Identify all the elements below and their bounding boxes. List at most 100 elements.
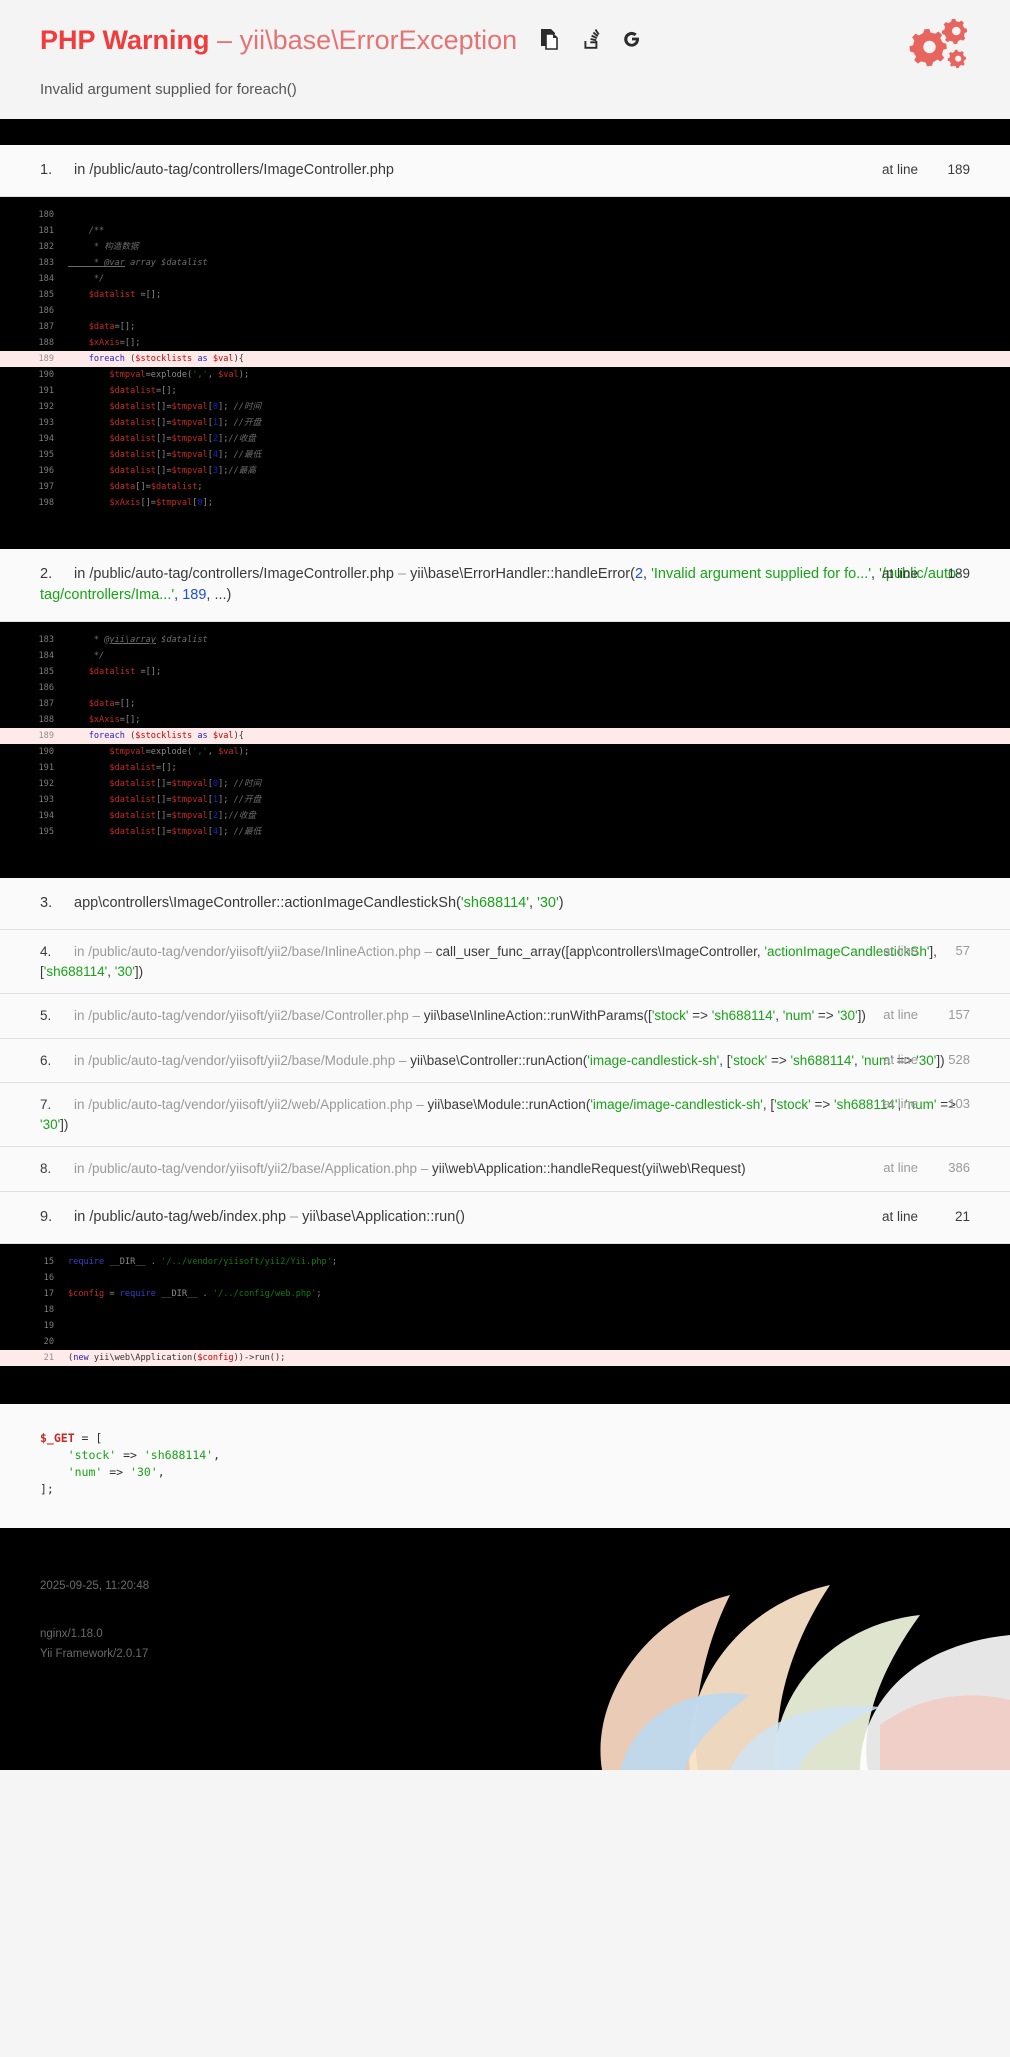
stack-frame-file[interactable]: /public/auto-tag/vendor/yiisoft/yii2/bas…: [88, 1008, 409, 1024]
code-token: $xAxis: [68, 498, 141, 509]
stack-frame-index: 7.: [40, 1097, 52, 1113]
code-line: 181 /**: [0, 223, 1010, 239]
stack-frame-arg: , [: [719, 1052, 731, 1068]
code-token: $datalist: [150, 482, 198, 493]
stack-frame[interactable]: 6. in /public/auto-tag/vendor/yiisoft/yii…: [0, 1038, 1010, 1084]
stack-frame[interactable]: 3. app\controllers\ImageController::actio…: [0, 878, 1010, 931]
code-line: 184 */: [0, 271, 1010, 287]
code-token: $tmpval: [171, 466, 208, 477]
code-token: $tmpval: [171, 795, 208, 806]
code-token: $datalist: [68, 450, 156, 461]
code-token: ){: [233, 354, 244, 365]
code-token: 1: [212, 795, 219, 806]
stack-frame-arg: =>: [767, 1052, 791, 1068]
stack-frame-arg: 'image/image-candlestick-sh': [590, 1097, 763, 1113]
request-token: ,: [213, 1448, 221, 1463]
stack-frame-body: in /public/auto-tag/controllers/ImageCon…: [74, 162, 394, 178]
code-line: 190 $tmpval=explode(',', $val);: [0, 367, 1010, 383]
code-line: 198 $xAxis[]=$tmpval[0];: [0, 495, 1010, 511]
stack-frame-index: 8.: [40, 1161, 52, 1177]
code-token: ];: [218, 450, 234, 461]
code-line-source: [68, 680, 1010, 696]
stack-frame-file[interactable]: /public/auto-tag/vendor/yiisoft/yii2/bas…: [88, 1052, 396, 1068]
code-token: ];: [218, 466, 229, 477]
stack-frame-arg: ]): [134, 963, 144, 979]
stack-frame-separator: –: [395, 1052, 411, 1068]
error-message: Invalid argument supplied for foreach(): [40, 80, 297, 98]
code-token: ];: [218, 827, 234, 838]
code-line-highlighted: 21 (new yii\web\Application($config))->ru…: [0, 1350, 1010, 1367]
at-line-label: at line: [881, 1209, 918, 1224]
code-token: [: [207, 779, 213, 790]
request-line: 'num' => '30',: [40, 1464, 970, 1481]
stack-frame-call: yii\base\InlineAction::runWithParams([: [423, 1008, 652, 1024]
code-line-highlighted: 189 foreach ($stocklists as $val){: [0, 728, 1010, 745]
code-line-source: require __DIR__ . '/../vendor/yiisoft/yi…: [68, 1254, 1010, 1270]
code-token: []=: [155, 811, 172, 822]
code-token: $tmpval: [171, 827, 208, 838]
page-title: PHP Warning – yii\base\ErrorException: [40, 25, 970, 56]
code-token: yii\web\Application(: [93, 1353, 198, 1364]
code-token: $xAxis: [68, 715, 120, 726]
request-token: 'stock': [67, 1448, 117, 1463]
code-line-highlighted: 189 foreach ($stocklists as $val){: [0, 351, 1010, 368]
call-stack: 1. in /public/auto-tag/controllers/ImageC…: [0, 145, 1010, 1405]
stack-frame[interactable]: 4. in /public/auto-tag/vendor/yiisoft/yii…: [0, 930, 1010, 995]
code-line-source: * @var array $datalist: [68, 255, 1010, 271]
stack-frame-arg: 'image-candlestick-sh': [587, 1052, 720, 1068]
code-token: require: [119, 1289, 162, 1300]
stack-frame-prefix: in: [74, 566, 90, 583]
stack-frame-arg: 'sh688114': [834, 1097, 898, 1113]
stack-frame[interactable]: 5. in /public/auto-tag/vendor/yiisoft/yii…: [0, 994, 1010, 1039]
stack-frame-arg: ,: [775, 1008, 783, 1024]
code-token: [: [207, 811, 213, 822]
code-line-number: 15: [43, 1257, 54, 1268]
code-line-number: 18: [43, 1305, 54, 1316]
stack-frame-file[interactable]: /public/auto-tag/controllers/ImageContro…: [89, 566, 394, 583]
stackoverflow-icon[interactable]: [581, 28, 601, 50]
code-line-number: 195: [38, 827, 54, 838]
stack-frame-file[interactable]: /public/auto-tag/controllers/ImageContro…: [89, 162, 394, 178]
stack-frame-call: yii\base\Module::runAction(: [427, 1097, 591, 1113]
at-line-label: at line: [881, 162, 918, 177]
stack-frame-file[interactable]: /public/auto-tag/vendor/yiisoft/yii2/bas…: [88, 944, 421, 960]
code-token: 0: [197, 498, 203, 509]
copy-icon[interactable]: [540, 28, 560, 50]
code-token: );: [238, 370, 250, 381]
stack-frame-arg: ]): [857, 1008, 866, 1024]
request-token: =>: [102, 1465, 131, 1480]
code-line-source: $datalist[]=$tmpval[0]; //时间: [68, 776, 1010, 792]
stack-frame[interactable]: 1. in /public/auto-tag/controllers/ImageC…: [0, 145, 1010, 198]
stack-frame-arg: 'sh688114': [460, 895, 530, 912]
request-token: =>: [116, 1448, 144, 1463]
code-token: $val: [212, 731, 234, 742]
stack-frame-file[interactable]: /public/auto-tag/vendor/yiisoft/yii2/bas…: [88, 1161, 417, 1177]
code-token: [: [192, 498, 198, 509]
code-line: 192 $datalist[]=$tmpval[0]; //时间: [0, 399, 1010, 415]
code-token: $data: [68, 482, 136, 493]
stack-frame-file[interactable]: /public/auto-tag/web/index.php: [89, 1209, 287, 1225]
stack-frame-separator: –: [286, 1209, 303, 1225]
stack-frame-arg: ,: [853, 1052, 862, 1068]
stack-frame[interactable]: 7. in /public/auto-tag/vendor/yiisoft/yii…: [0, 1083, 1010, 1148]
stack-frame-prefix: in: [74, 1052, 89, 1068]
code-line-source: [68, 207, 1010, 223]
stack-frame-body: in /public/auto-tag/vendor/yiisoft/yii2/…: [74, 1008, 866, 1023]
code-token: $tmpval: [171, 450, 208, 461]
at-line-label: at line: [883, 1007, 918, 1023]
stack-frame-file[interactable]: /public/auto-tag/vendor/yiisoft/yii2/web…: [88, 1097, 413, 1113]
code-token: =[];: [135, 290, 162, 301]
google-icon[interactable]: [622, 28, 642, 50]
stack-frame[interactable]: 8. in /public/auto-tag/vendor/yiisoft/yii…: [0, 1147, 1010, 1192]
code-line-source: $tmpval=explode(',', $val);: [68, 367, 1010, 383]
code-token: $datalist: [68, 667, 136, 678]
code-line: 183 * @yii\array $datalist: [0, 632, 1010, 648]
code-line-source: (new yii\web\Application($config))->run(…: [68, 1350, 1010, 1366]
at-line-number: 157: [948, 1007, 970, 1023]
stack-frame[interactable]: 9. in /public/auto-tag/web/index.php – yi…: [0, 1192, 1010, 1245]
stack-frame-arg: '30': [537, 895, 559, 912]
stack-frame[interactable]: 2. in /public/auto-tag/controllers/ImageC…: [0, 549, 1010, 623]
code-token: ,: [207, 370, 219, 381]
stack-frame-index: 4.: [40, 944, 52, 960]
at-line-number: 189: [947, 162, 970, 177]
